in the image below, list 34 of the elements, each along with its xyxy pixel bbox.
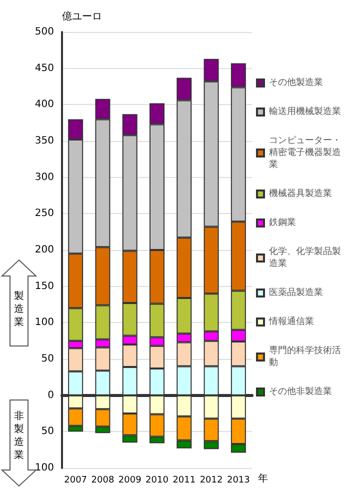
- x-tick-label: 2010: [146, 476, 169, 486]
- legend-label: 情報通信業: [268, 316, 314, 327]
- text: 製造業: [14, 290, 25, 329]
- y-tick-label: 250: [34, 208, 54, 220]
- y-tick-label: 100: [34, 317, 54, 328]
- legend-label: 医薬品製造業: [269, 287, 323, 298]
- legend-label: 鉄鋼業: [269, 217, 296, 228]
- legend-label: 専門的科学技術活動: [269, 345, 341, 368]
- y-tick-label: 400: [34, 99, 54, 110]
- y-tick-label: 200: [34, 244, 54, 256]
- legend-label: コンピューター・精密電子機器製造業: [269, 135, 341, 170]
- x-axis-title: 年: [258, 472, 268, 484]
- y-tick-label: 150: [34, 280, 54, 292]
- x-tick-label: 2009: [118, 476, 142, 486]
- x-tick-label: 2008: [91, 476, 114, 486]
- y-tick-label: 500: [34, 26, 54, 38]
- y-tick-label: 100: [34, 462, 54, 474]
- y-tick-label: 350: [34, 136, 54, 146]
- y-axis-title: 億ユーロ: [62, 10, 102, 22]
- text: 非製造業: [14, 410, 25, 462]
- legend-label: 化学、化学製品製造業: [269, 246, 341, 269]
- y-tick-label: 300: [34, 172, 54, 183]
- y-tick-label: 50: [41, 354, 54, 364]
- legend-label: 機械器具製造業: [269, 188, 332, 199]
- x-tick-label: 2011: [172, 476, 196, 486]
- y-tick-label: 450: [34, 62, 54, 74]
- x-tick-label: 2013: [226, 476, 250, 486]
- x-tick-label: 2007: [64, 476, 88, 486]
- y-tick-label: 0: [48, 390, 54, 401]
- legend-label: その他非製造業: [269, 386, 332, 397]
- y-tick-label: 50: [41, 426, 54, 438]
- legend-label: その他製造業: [269, 77, 323, 88]
- legend-label: 輸送用機械製造業: [269, 106, 341, 117]
- x-tick-label: 2012: [200, 476, 223, 486]
